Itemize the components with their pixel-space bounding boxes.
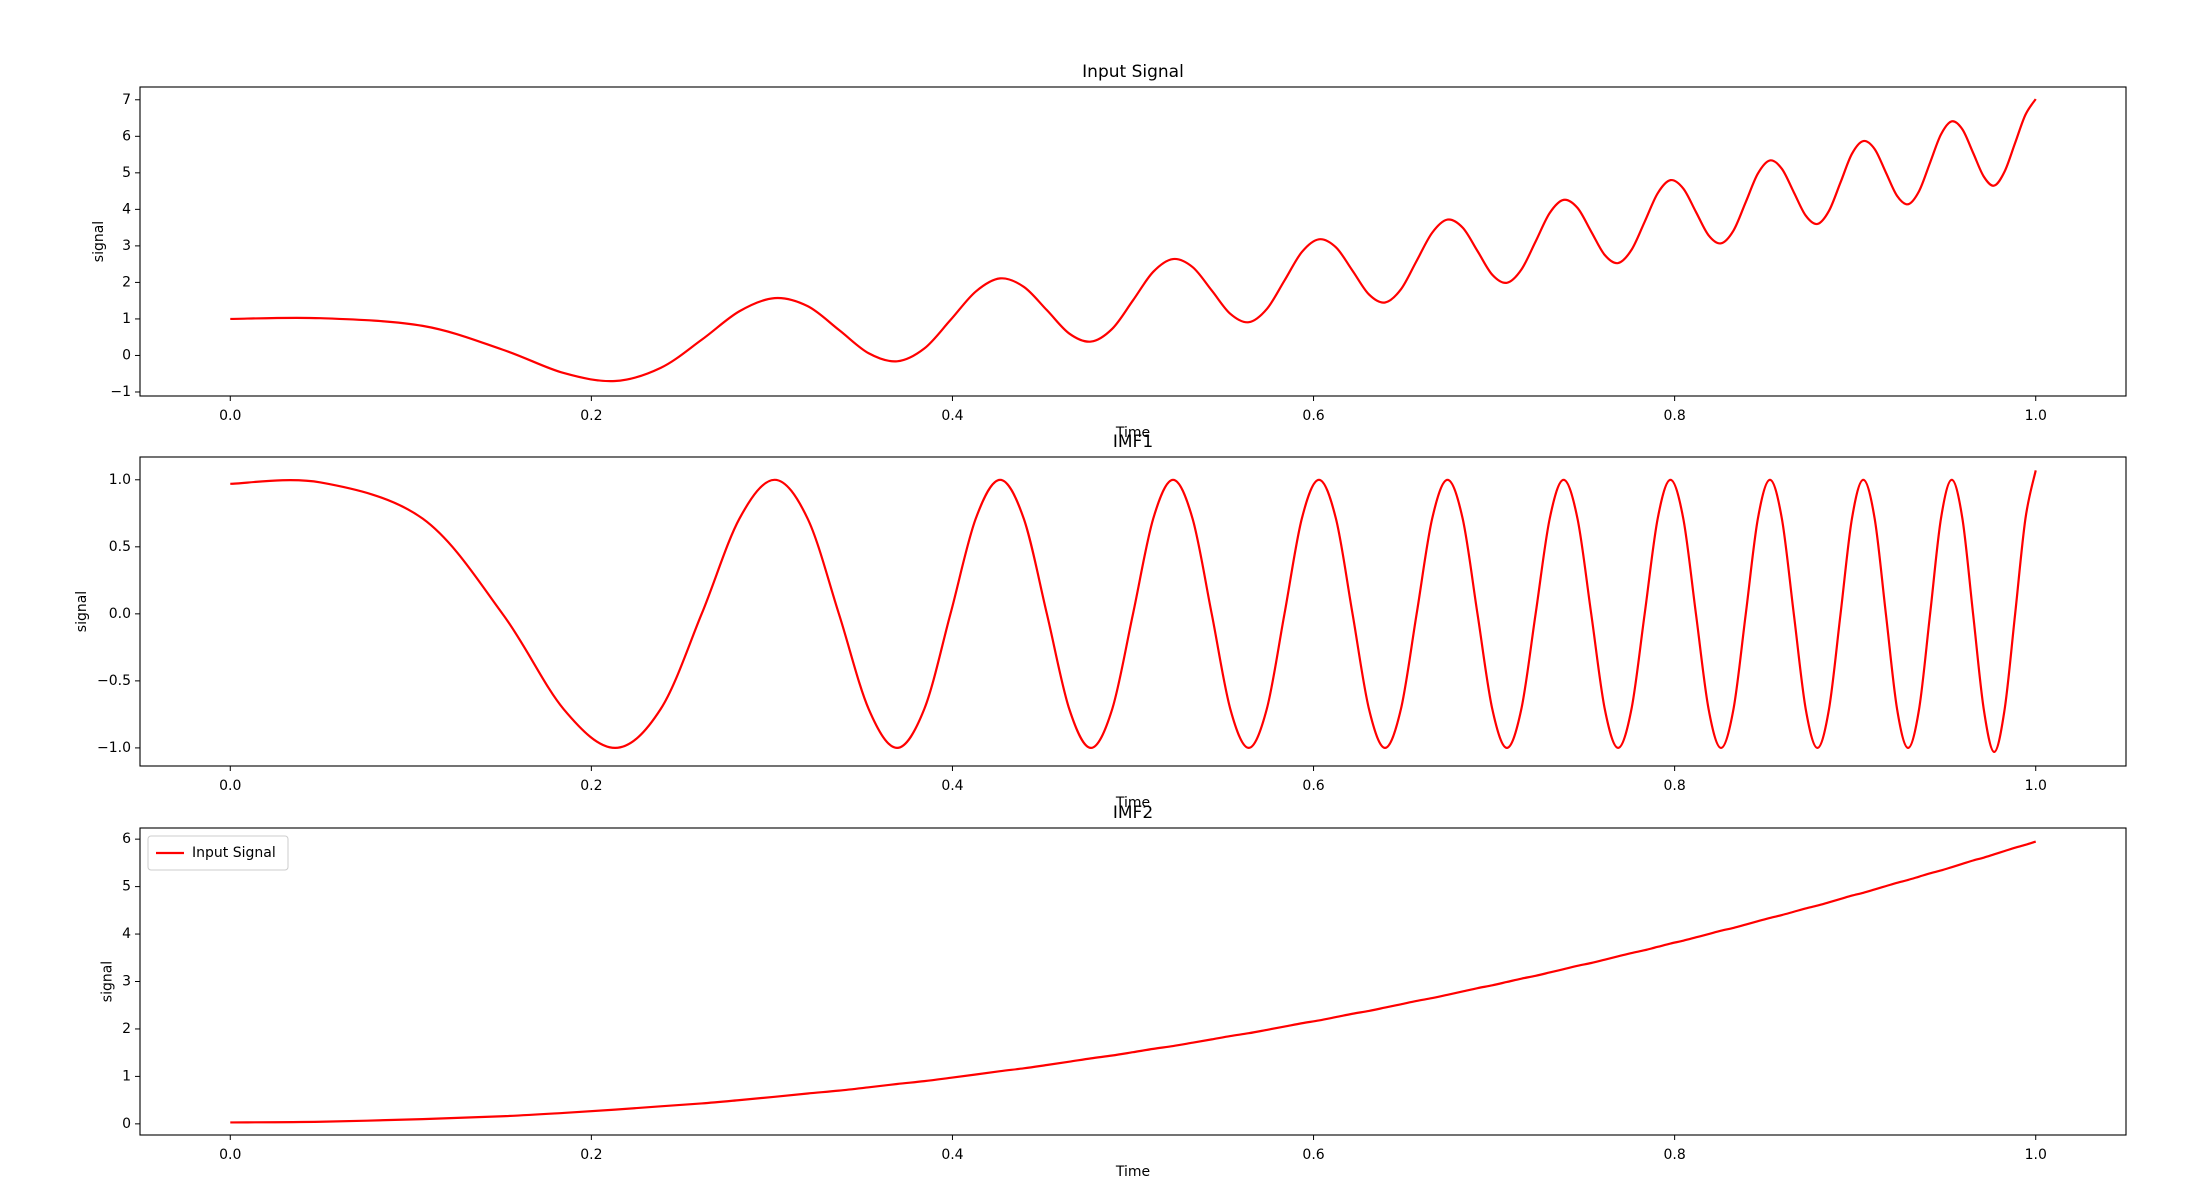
y-tick-label: 3 — [122, 238, 131, 254]
x-tick-label: 0.8 — [1664, 778, 1686, 794]
x-tick-label: 0.0 — [219, 1147, 241, 1163]
subplot: 0.0 0.2 0.4 0.6 0.8 1.0 −1.0 −0.5 0.0 0.5 1.0 IMF1 T… — [74, 432, 2127, 811]
x-tick-label: 1.0 — [2025, 408, 2047, 424]
legend-box — [147, 835, 289, 871]
y-tick-label: −0.5 — [97, 673, 131, 689]
x-tick-label: 0.8 — [1664, 1147, 1686, 1163]
y-tick-label: 3 — [122, 974, 131, 990]
y-tick-label: 1.0 — [109, 472, 131, 488]
y-tick-label: 2 — [122, 1021, 131, 1037]
legend-label: Input Signal — [192, 845, 276, 861]
x-axis-label: Time — [1115, 795, 1150, 811]
chart-title: IMF1 — [1113, 432, 1153, 452]
y-tick-label: 5 — [122, 879, 131, 895]
y-tick-label: 6 — [122, 128, 131, 144]
plot-area — [230, 470, 2037, 754]
x-tick-label: 0.6 — [1302, 1147, 1324, 1163]
x-tick-label: 0.2 — [580, 1147, 602, 1163]
x-tick-label: 0.0 — [219, 778, 241, 794]
y-tick-label: 1 — [122, 311, 131, 327]
plot-area — [230, 98, 2037, 383]
chart-title: IMF2 — [1113, 803, 1153, 823]
x-tick-label: 0.4 — [941, 778, 963, 794]
x-tick-label: 0.2 — [580, 408, 602, 424]
plot-area — [230, 840, 2037, 1124]
subplot: 0.0 0.2 0.4 0.6 0.8 1.0 0 1 2 3 4 5 6 IMF2 Time signal I… — [100, 803, 2127, 1180]
y-tick-label: 0 — [122, 1116, 131, 1132]
line-series — [230, 840, 2037, 1124]
y-tick-label: 0 — [122, 347, 131, 363]
y-tick-label: 2 — [122, 274, 131, 290]
subplot: 0.0 0.2 0.4 0.6 0.8 1.0 −1 0 1 2 3 4 5 6 7 Input Signal… — [91, 62, 2127, 441]
y-axis-label: signal — [74, 591, 90, 632]
y-tick-label: 1 — [122, 1068, 131, 1084]
x-tick-label: 0.8 — [1664, 408, 1686, 424]
x-tick-label: 0.2 — [580, 778, 602, 794]
x-tick-label: 0.4 — [941, 1147, 963, 1163]
chart-title: Input Signal — [1082, 62, 1184, 82]
x-tick-label: 0.6 — [1302, 778, 1324, 794]
x-tick-label: 1.0 — [2025, 778, 2047, 794]
x-axis-label: Time — [1115, 1164, 1150, 1180]
y-tick-label: 0.0 — [109, 606, 131, 622]
y-tick-label: 7 — [122, 92, 131, 108]
axes-frame — [139, 456, 2127, 767]
y-tick-label: 6 — [122, 831, 131, 847]
y-tick-label: −1.0 — [97, 740, 131, 756]
y-tick-label: 4 — [122, 926, 131, 942]
axes-frame — [139, 86, 2127, 397]
y-axis-label: signal — [91, 221, 107, 262]
x-axis-label: Time — [1115, 425, 1150, 441]
y-axis-label: signal — [100, 961, 116, 1002]
line-series — [230, 470, 2037, 754]
y-tick-label: 0.5 — [109, 539, 131, 555]
y-tick-label: −1 — [110, 384, 131, 400]
x-tick-label: 0.6 — [1302, 408, 1324, 424]
y-tick-label: 4 — [122, 201, 131, 217]
x-tick-label: 1.0 — [2025, 1147, 2047, 1163]
x-tick-label: 0.4 — [941, 408, 963, 424]
line-series — [230, 98, 2037, 383]
x-tick-label: 0.0 — [219, 408, 241, 424]
y-tick-label: 5 — [122, 165, 131, 181]
